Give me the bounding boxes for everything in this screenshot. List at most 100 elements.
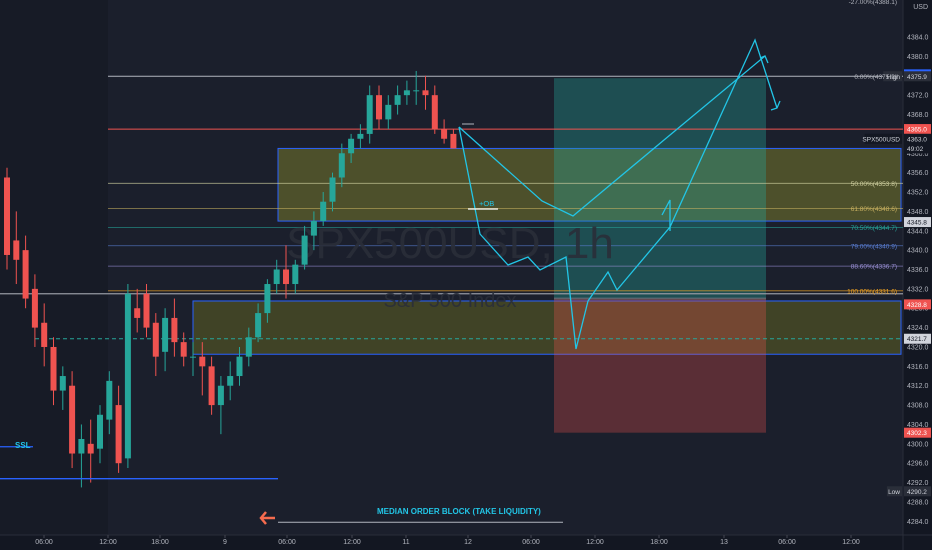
candle-body	[376, 95, 382, 120]
price-tag	[904, 486, 931, 497]
price-tag-value: 4365.0	[907, 127, 927, 134]
price-tick-label: 4300.0	[907, 441, 929, 448]
price-tag	[904, 427, 931, 438]
price-tag-side-label: Low	[888, 489, 900, 496]
candle-body	[264, 284, 271, 314]
trend-drawings	[0, 38, 781, 525]
price-tick-label: 4340.0	[907, 248, 929, 255]
candle-body	[152, 322, 159, 357]
price-tags: 4376.34375.9High4365.04363.0SPX500USD49:…	[862, 69, 931, 497]
price-tag-value: 4321.7	[907, 336, 927, 343]
price-tick-label: 4332.0	[907, 286, 929, 293]
candle-body	[338, 153, 345, 178]
annotation-zones	[192, 78, 902, 433]
price-tick-label: 4304.0	[907, 422, 929, 429]
time-tick-label: 12:00	[343, 539, 361, 546]
time-tick-label: 18:00	[151, 539, 169, 546]
candle-body	[143, 293, 150, 328]
time-tick-label: 11	[402, 539, 409, 546]
candle-body	[4, 177, 10, 255]
price-tick-label: 4324.0	[907, 325, 929, 332]
price-tag	[904, 299, 931, 310]
long-position-stop-zone	[554, 298, 766, 433]
price-tag-value: 4290.2	[907, 489, 927, 496]
ssl-label: SSL	[15, 441, 31, 450]
candle-body	[97, 414, 103, 449]
arrow-head-end	[770, 100, 781, 111]
time-tick-label: 06:00	[522, 539, 540, 546]
price-tag-value: 4302.3	[907, 430, 927, 437]
candle-body	[310, 221, 317, 236]
price-tick-label: 4348.0	[907, 209, 929, 216]
candle-body	[162, 317, 169, 352]
price-tag-side-box	[864, 133, 902, 144]
fib-label-1: 50.00%(4353.8)	[851, 181, 897, 188]
price-tick-label: 4356.0	[907, 170, 929, 177]
price-tick-label: 4316.0	[907, 364, 929, 371]
symbol-watermark: SPX500USD, 1h S&P 500 Index	[286, 219, 614, 312]
time-tick-label: 9	[223, 539, 227, 546]
price-tick-label: 4292.0	[907, 480, 929, 487]
time-tick-label: 12:00	[586, 539, 604, 546]
candle-body	[217, 385, 224, 406]
price-tick-label: 4288.0	[907, 499, 929, 506]
price-tick-label: 4336.0	[907, 267, 929, 274]
candle-body	[236, 356, 243, 377]
price-tag-side-label: High	[887, 74, 901, 81]
candle-body	[292, 264, 299, 285]
price-tick-label: 4312.0	[907, 383, 929, 390]
candle-body	[31, 288, 38, 328]
arrow-head-top	[759, 55, 769, 64]
price-tag	[904, 143, 931, 154]
candle-body	[87, 443, 94, 454]
candle-body	[366, 95, 373, 134]
candle-body	[50, 346, 57, 391]
currency-label: USD	[913, 4, 928, 11]
candle-body	[134, 308, 141, 318]
time-tick-label: 06:00	[278, 539, 296, 546]
candle-body	[13, 240, 20, 260]
candle-body	[190, 356, 196, 358]
candle-body	[199, 356, 206, 367]
price-tag-side-box	[883, 71, 902, 82]
price-tick-label: 4296.0	[907, 461, 929, 468]
candle-body	[69, 385, 76, 454]
candle-body	[431, 95, 438, 130]
ob-label: +OB	[479, 199, 494, 208]
price-tag-value: 4363.0	[907, 136, 927, 143]
candle-body	[245, 337, 252, 357]
price-tag	[904, 217, 931, 228]
watermark-symbol: SPX500USD, 1h	[286, 219, 614, 268]
candle-body	[227, 376, 234, 386]
long-position-target-zone	[554, 78, 766, 299]
price-tag-side-box	[886, 486, 902, 497]
demand-zone-lower	[192, 300, 902, 355]
fib-label-4: 79.00%(4340.9)	[851, 243, 897, 250]
fib-label-2: 61.80%(4348.6)	[851, 206, 897, 213]
price-tag	[904, 133, 931, 144]
text-annotations: -27.00%(4388.1) 0.00%(4375.9) 50.00%(4353.…	[15, 0, 897, 516]
fib-label-top: -27.00%(4388.1)	[849, 0, 897, 6]
price-tag	[904, 124, 931, 135]
fib-label-6: 100.00%(4331.6)	[847, 288, 897, 295]
price-tick-label: 4372.0	[907, 93, 929, 100]
price-tag-value: 4328.8	[907, 302, 927, 309]
candlesticks	[4, 70, 457, 488]
candle-body	[41, 322, 48, 347]
candle-body	[59, 376, 66, 391]
candle-body	[78, 438, 85, 454]
candle-body	[273, 269, 280, 285]
supply-zone-upper	[277, 147, 902, 222]
price-tick-label: 4360.0	[907, 151, 929, 158]
candle-body	[124, 293, 131, 459]
time-axis[interactable]: 06:00 12:00 18:00 9 06:00 12:00 11 12 06:00 12:00…	[35, 535, 860, 546]
price-tag	[904, 71, 931, 82]
projection-path-secondary	[458, 55, 766, 217]
watermark-name: S&P 500 Index	[383, 290, 516, 312]
candle-body	[403, 90, 410, 96]
candle-body	[450, 133, 457, 149]
candle-body	[171, 317, 178, 343]
price-tag-value: 49:02	[907, 146, 924, 153]
